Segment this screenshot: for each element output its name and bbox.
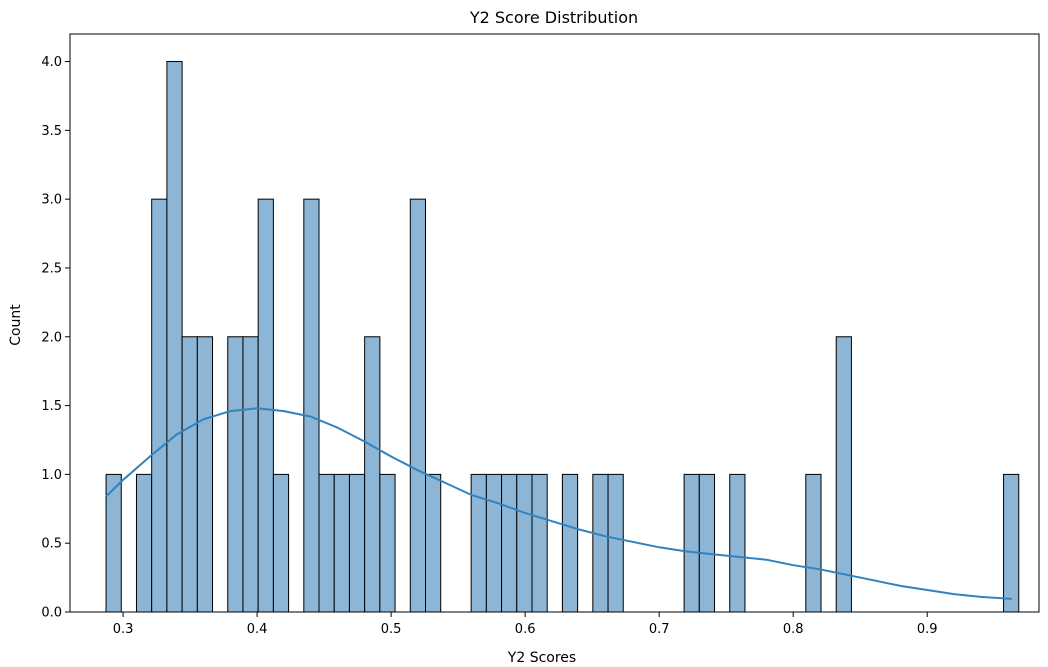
x-axis-ticks: 0.3 0.4 0.5 0.6 0.7 0.8 0.9 <box>113 612 938 637</box>
histogram-bar <box>181 336 198 613</box>
y-tick-label: 4.0 <box>41 55 62 70</box>
histogram-bar <box>379 473 396 613</box>
histogram-bar <box>425 473 442 613</box>
histogram-bar <box>501 473 518 613</box>
x-tick-label: 0.8 <box>783 622 804 637</box>
histogram-bar <box>227 336 244 613</box>
y-tick-label: 3.0 <box>41 193 62 208</box>
y-tick-label: 2.5 <box>41 261 62 276</box>
x-tick-label: 0.7 <box>649 622 670 637</box>
kde-line <box>105 407 1012 600</box>
y-tick-label: 1.0 <box>41 468 62 483</box>
histogram-bar <box>835 336 852 613</box>
histogram-bar <box>135 473 153 613</box>
y-tick-label: 1.5 <box>41 399 62 414</box>
histogram-bar <box>333 473 350 613</box>
plot-frame <box>69 33 1040 613</box>
histogram-bar <box>318 473 335 613</box>
histogram-bar <box>561 473 579 613</box>
histogram-bar <box>272 473 290 613</box>
histogram-bar <box>348 473 366 613</box>
histogram-bar <box>1003 473 1020 613</box>
y-axis-label: Count <box>8 304 24 346</box>
histogram-bar <box>196 336 214 613</box>
y-axis-ticks: 0.0 0.5 1.0 1.5 2.0 2.5 3.0 3.5 4.0 <box>41 55 70 621</box>
histogram-bar <box>242 336 259 613</box>
y-tick-label: 2.0 <box>41 330 62 345</box>
histogram-bar <box>805 473 822 613</box>
histogram-bar <box>516 473 533 613</box>
histogram-bar <box>166 61 183 613</box>
x-tick-label: 0.9 <box>917 622 938 637</box>
x-tick-label: 0.4 <box>247 622 268 637</box>
histogram-bar <box>531 473 548 613</box>
histogram-bar <box>409 198 427 613</box>
histogram-bar <box>729 473 746 613</box>
histogram-bar <box>303 198 320 613</box>
histogram-bar <box>607 473 624 613</box>
histogram-bar <box>257 198 274 613</box>
y-tick-label: 0.5 <box>41 537 62 552</box>
histogram-bar <box>485 473 503 613</box>
histogram-bar <box>364 336 381 613</box>
histogram-bar <box>151 198 168 613</box>
x-tick-label: 0.3 <box>113 622 134 637</box>
y-tick-label: 3.5 <box>41 124 62 139</box>
histogram-bar <box>592 473 609 613</box>
histogram-bar <box>683 473 700 613</box>
histogram-bar <box>698 473 716 613</box>
chart-title: Y2 Score Distribution <box>469 8 638 27</box>
x-tick-label: 0.5 <box>381 622 402 637</box>
y-tick-label: 0.0 <box>41 606 62 621</box>
histogram-bars <box>105 61 1020 613</box>
x-axis-label: Y2 Scores <box>507 650 576 666</box>
x-tick-label: 0.6 <box>515 622 536 637</box>
